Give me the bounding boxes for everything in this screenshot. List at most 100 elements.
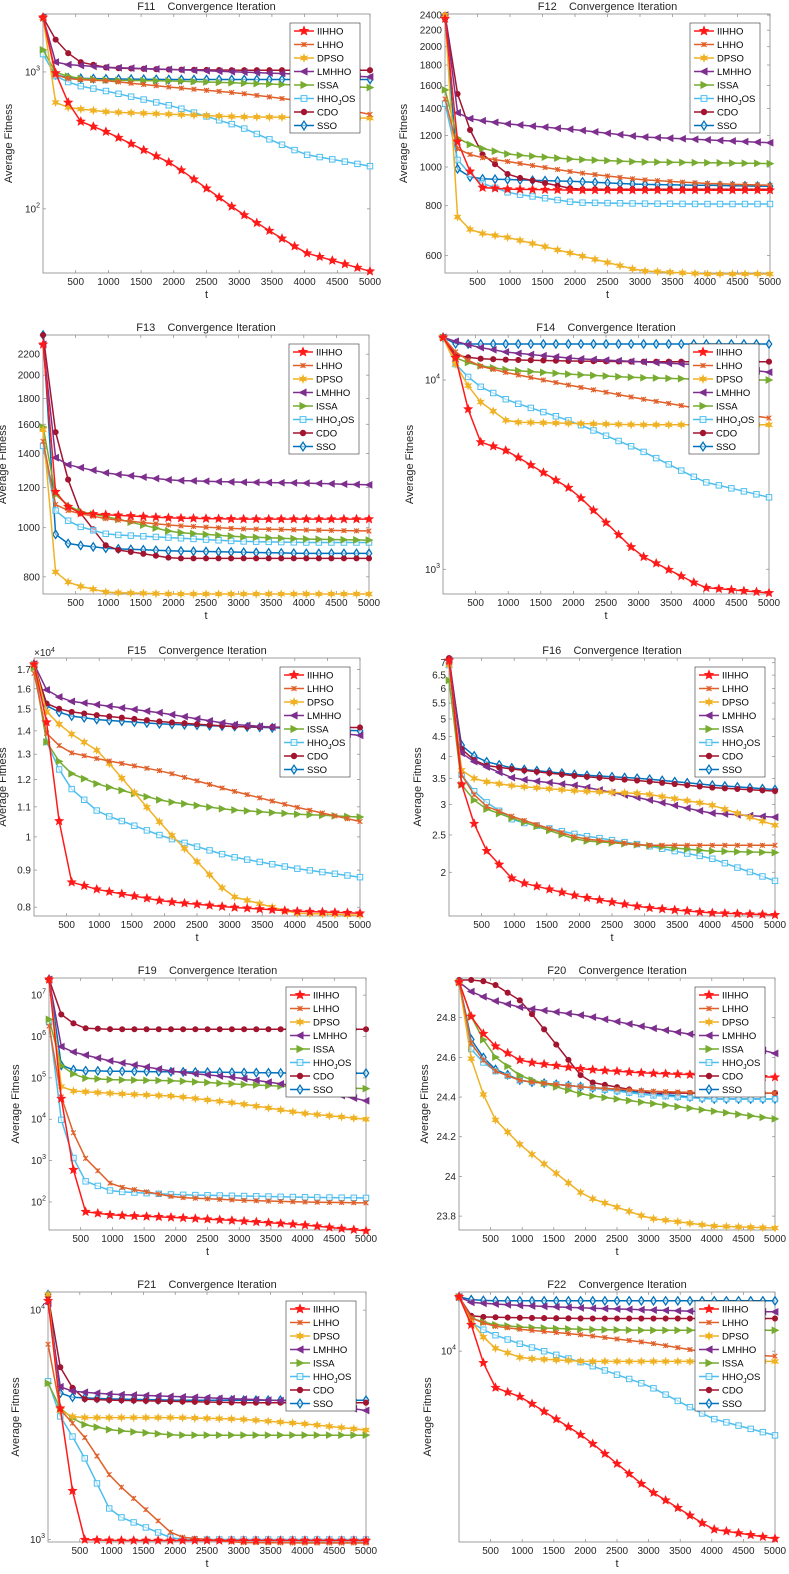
data-point-marker: [299, 1219, 311, 1230]
legend-box: [688, 343, 760, 455]
x-tick-label: 3000: [637, 1234, 660, 1245]
data-point-marker: [341, 158, 349, 165]
data-point-marker: [119, 1026, 126, 1033]
data-point-marker: [540, 1347, 548, 1355]
data-point-marker: [567, 168, 573, 175]
legend-marker-icon: [299, 401, 308, 411]
data-point-marker: [747, 1111, 756, 1120]
series-lhho: [46, 1023, 369, 1206]
data-point-marker: [361, 1114, 371, 1125]
y-tick-label: 5.5: [432, 699, 446, 710]
data-point-marker: [722, 1221, 731, 1232]
data-point-marker: [753, 269, 762, 279]
data-point-marker: [365, 555, 373, 562]
data-point-marker: [551, 1008, 560, 1016]
data-point-marker: [251, 513, 262, 524]
data-point-marker: [766, 159, 775, 168]
data-point-marker: [529, 152, 537, 161]
data-point-marker: [662, 1315, 669, 1322]
data-point-marker: [703, 136, 711, 144]
data-point-marker: [165, 534, 172, 541]
x-tick-label: 3500: [669, 1234, 692, 1245]
data-point-marker: [490, 118, 499, 127]
y-multiplier-label: ×104: [34, 647, 55, 659]
data-point-marker: [504, 158, 511, 165]
legend-marker-icon: [703, 669, 715, 680]
data-point-marker: [587, 1064, 598, 1075]
data-point-marker: [491, 1300, 499, 1308]
series-hhojos: [39, 442, 373, 546]
data-point-marker: [490, 356, 497, 363]
data-point-marker: [629, 157, 637, 166]
x-tick-label: 500: [58, 920, 75, 931]
x-tick-label: 4500: [325, 598, 348, 609]
data-point-marker: [203, 78, 211, 86]
data-point-marker: [278, 80, 287, 89]
data-point-marker: [63, 460, 72, 469]
data-point-marker: [75, 116, 86, 126]
data-point-marker: [254, 903, 265, 914]
legend-label: SSO: [722, 765, 742, 776]
data-point-marker: [128, 1535, 139, 1545]
data-point-marker: [142, 1397, 149, 1404]
x-tick-label: 4000: [694, 277, 717, 288]
data-point-marker: [659, 779, 666, 786]
data-point-marker: [615, 372, 623, 381]
x-tick-label: 1000: [97, 598, 120, 609]
data-point-marker: [765, 494, 773, 501]
data-point-marker: [290, 1198, 296, 1205]
data-point-marker: [553, 1081, 560, 1088]
data-point-marker: [241, 125, 248, 132]
data-point-marker: [165, 76, 174, 85]
y-tick-label: 104: [425, 374, 440, 387]
data-point-marker: [508, 813, 515, 820]
data-point-marker: [278, 526, 285, 533]
data-point-marker: [227, 532, 236, 541]
data-point-marker: [741, 200, 749, 208]
legend-label: HHOJOS: [313, 1372, 351, 1385]
data-point-marker: [241, 91, 248, 97]
x-tick-label: 3000: [227, 598, 250, 609]
data-point-marker: [571, 833, 578, 840]
data-point-marker: [492, 1323, 499, 1330]
data-point-marker: [659, 842, 665, 849]
legend-entry-lhho: LHHO: [290, 1318, 339, 1329]
legend-marker-icon: [298, 374, 308, 384]
data-point-marker: [527, 1149, 537, 1160]
data-point-marker: [546, 770, 553, 777]
data-point-marker: [528, 1344, 536, 1351]
data-point-marker: [612, 1017, 621, 1026]
legend-box: [694, 666, 766, 778]
data-point-marker: [268, 808, 277, 817]
x-tick-label: 2000: [165, 1234, 188, 1245]
legend-label: LMHHO: [717, 67, 751, 78]
data-point-marker: [728, 137, 736, 145]
data-point-marker: [362, 1026, 370, 1033]
data-point-marker: [665, 338, 673, 350]
data-point-marker: [764, 420, 774, 430]
data-point-marker: [253, 555, 260, 562]
data-point-marker: [696, 783, 703, 790]
legend-entry-hhojos: HHOJOS: [693, 415, 754, 428]
data-point-marker: [615, 338, 623, 350]
data-point-marker: [759, 842, 766, 849]
data-point-marker: [437, 332, 449, 342]
data-point-marker: [539, 338, 547, 350]
data-point-marker: [291, 526, 297, 533]
data-point-marker: [517, 160, 523, 167]
y-tick-label: 1: [25, 832, 31, 843]
chart-title: F11 Convergence Iteration: [137, 1, 276, 13]
data-point-marker: [489, 406, 498, 416]
data-point-marker: [140, 519, 147, 526]
data-point-marker: [166, 1067, 175, 1075]
legend-marker-icon: [294, 1303, 306, 1314]
data-point-marker: [465, 357, 471, 363]
data-point-marker: [104, 1390, 113, 1398]
data-point-marker: [464, 166, 476, 176]
data-point-marker: [366, 83, 375, 92]
data-point-marker: [338, 1431, 346, 1440]
legend-marker-icon: [700, 108, 708, 116]
data-point-marker: [528, 238, 537, 249]
data-point-marker: [565, 125, 574, 134]
data-point-marker: [206, 781, 213, 788]
